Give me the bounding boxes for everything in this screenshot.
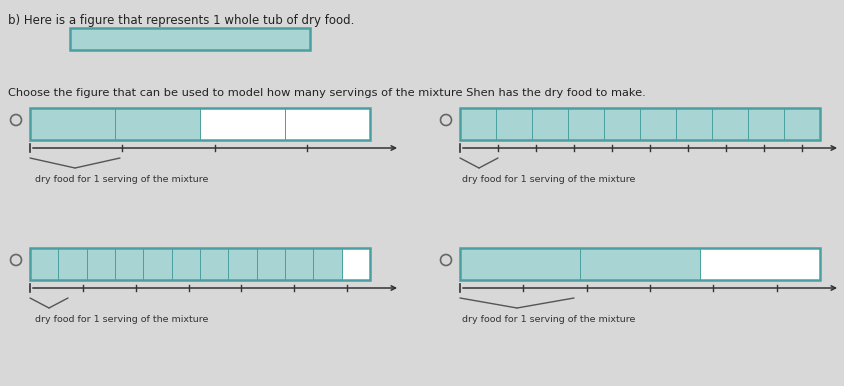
Text: dry food for 1 serving of the mixture: dry food for 1 serving of the mixture: [462, 175, 635, 184]
Bar: [70, 28, 310, 50]
Bar: [87, 248, 115, 280]
Bar: [699, 248, 819, 280]
Bar: [257, 248, 284, 280]
Bar: [200, 108, 284, 140]
Bar: [30, 248, 370, 280]
Bar: [603, 108, 639, 140]
Bar: [459, 248, 819, 280]
Bar: [171, 248, 200, 280]
Bar: [675, 108, 711, 140]
Bar: [459, 248, 579, 280]
Text: dry food for 1 serving of the mixture: dry food for 1 serving of the mixture: [462, 315, 635, 324]
Bar: [341, 248, 370, 280]
Bar: [783, 108, 819, 140]
Bar: [495, 108, 532, 140]
Bar: [711, 108, 747, 140]
Bar: [115, 248, 143, 280]
Bar: [313, 248, 341, 280]
Bar: [532, 108, 567, 140]
Bar: [30, 108, 370, 140]
Bar: [284, 248, 313, 280]
Bar: [115, 108, 200, 140]
Bar: [747, 108, 783, 140]
Bar: [284, 108, 370, 140]
Bar: [30, 248, 58, 280]
Text: Choose the figure that can be used to model how many servings of the mixture She: Choose the figure that can be used to mo…: [8, 88, 645, 98]
Bar: [579, 248, 699, 280]
Bar: [228, 248, 257, 280]
Bar: [200, 248, 228, 280]
Bar: [143, 248, 171, 280]
Bar: [567, 108, 603, 140]
Text: dry food for 1 serving of the mixture: dry food for 1 serving of the mixture: [35, 315, 208, 324]
Text: dry food for 1 serving of the mixture: dry food for 1 serving of the mixture: [35, 175, 208, 184]
Bar: [58, 248, 87, 280]
Bar: [459, 108, 495, 140]
Bar: [639, 108, 675, 140]
Text: b) Here is a figure that represents 1 whole tub of dry food.: b) Here is a figure that represents 1 wh…: [8, 14, 354, 27]
Bar: [459, 108, 819, 140]
Bar: [30, 108, 115, 140]
